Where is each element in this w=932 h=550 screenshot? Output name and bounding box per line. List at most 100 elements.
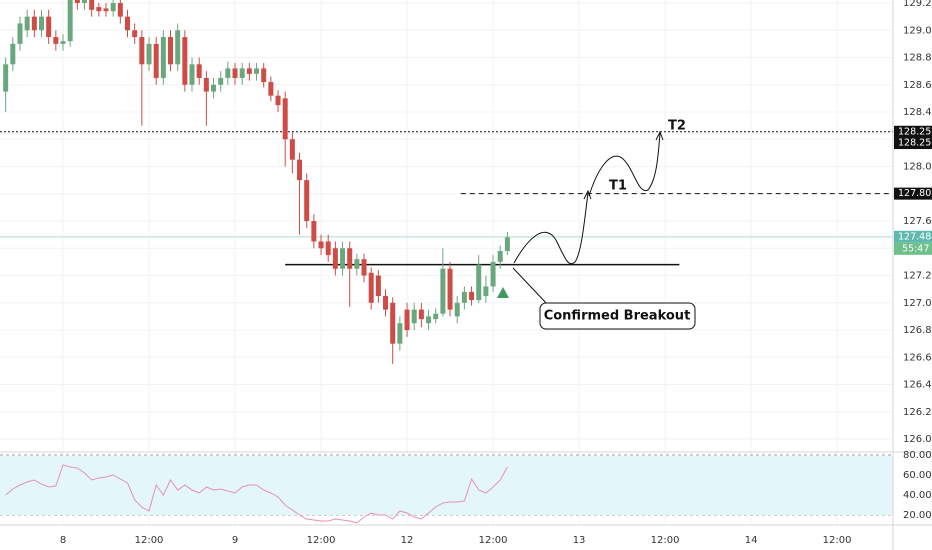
candle-body [304,180,310,222]
candle-body [203,77,209,92]
candle-body [17,23,23,44]
candle-body [404,309,410,331]
candle-body [375,275,381,296]
candle-body [31,16,37,31]
candle-body [275,95,281,106]
candle-body [383,295,389,310]
y-tick-label: 126.400 [903,380,932,391]
breakout-arrow [497,287,509,298]
candle-body [189,64,195,85]
candle-body [246,68,252,74]
candle-body [125,16,131,31]
x-tick-label: 12:00 [651,535,680,546]
y-tick-label: 60.00 [903,470,932,481]
y-tick-label: 126.800 [903,325,932,336]
candle-body [146,43,152,65]
candle-body [225,68,231,78]
candle-body [397,323,403,344]
x-tick-label: 12:00 [479,535,508,546]
candle-body [469,291,475,301]
candle-body [332,248,338,269]
price-label-box [894,125,932,138]
y-tick-label: 127.200 [903,271,932,282]
candle-body [117,2,123,17]
candle-body [361,259,367,276]
candle-body [483,286,489,296]
x-tick-label: 12:00 [823,535,852,546]
candle-body [347,248,353,269]
arrowhead [655,130,664,141]
y-tick-label: 128.400 [903,107,932,118]
candle-body [504,237,510,252]
candle-body [254,68,260,74]
price-label: 128.255 [898,126,932,137]
axis: 126.000 126.200 126.400 126.600 126.800 127.0… [60,0,932,546]
x-tick-label: 12 [401,535,414,546]
x-tick-label: 12:00 [135,535,164,546]
y-tick-label: 40.00 [903,490,932,501]
candle-body [354,259,360,269]
candle-body [490,261,496,287]
candle-body [82,0,88,3]
rsi-line [5,464,508,524]
candle-body [232,68,238,78]
candle-body [24,16,30,31]
candle-body [311,221,317,242]
callout-text: Confirmed Breakout [544,309,691,324]
candle-body [60,41,66,44]
t2-label: T2 [668,119,686,134]
callout-pointer [512,267,549,306]
candle-body [454,302,460,317]
candle-body [497,251,503,262]
price-label-box [894,187,932,200]
candle-body [46,16,52,38]
callout-box [539,302,696,330]
candle-body [340,248,346,269]
candle-body [297,159,303,181]
candle-body [182,37,188,85]
candle-body [175,30,181,65]
candle-body [239,68,245,78]
candle-body [168,37,174,65]
candle-body [411,309,417,324]
y-tick-label: 128.000 [903,162,932,173]
price-label-box [894,230,932,243]
candle-body [132,30,138,38]
x-tick-label: 9 [232,535,238,546]
y-tick-label: 129.200 [903,0,932,9]
candle-body [289,139,295,160]
y-tick-label: 126.200 [903,407,932,418]
candle-body [153,43,159,78]
candle-body [426,316,432,324]
countdown: 55:47 [902,243,929,254]
candle-body [3,64,9,92]
candle-body [261,68,267,83]
y-tick-label: 129.000 [903,25,932,36]
projection [588,132,661,197]
y-tick-label: 127.600 [903,216,932,227]
y-tick-label: 126.600 [903,352,932,363]
price-label: 127.484 [898,231,932,242]
candle-body [268,82,274,96]
candle-body [211,84,217,92]
t1-label: T1 [609,179,627,194]
candle-body [38,16,44,31]
candle-body [10,43,16,65]
x-tick-label: 12:00 [307,535,336,546]
candle-body [67,0,73,42]
y-tick-label: 126.000 [903,434,932,445]
candle-body [282,98,288,140]
x-tick-label: 14 [745,535,758,546]
countdown-box [894,242,932,255]
marks [0,0,893,524]
y-tick-label: 128.800 [903,53,932,64]
candle-body [390,302,396,344]
candle-body [53,37,59,44]
candle-body [368,272,374,303]
y-tick-label: 80.00 [903,450,932,461]
y-tick-label: 127.000 [903,298,932,309]
candle-body [139,37,145,65]
projection [513,192,589,265]
candle-body [418,309,424,320]
